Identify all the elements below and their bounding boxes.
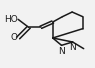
Text: O: O	[11, 34, 18, 42]
Text: HO: HO	[4, 15, 18, 24]
Text: N: N	[58, 47, 65, 56]
Text: N: N	[69, 43, 76, 52]
